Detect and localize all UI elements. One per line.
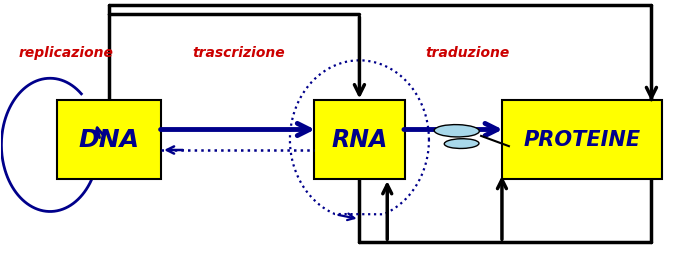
Text: trascrizione: trascrizione [193, 46, 285, 60]
Text: DNA: DNA [79, 128, 140, 152]
Text: replicazione: replicazione [19, 46, 114, 60]
Text: PROTEINE: PROTEINE [524, 130, 641, 150]
Text: RNA: RNA [332, 128, 387, 152]
Text: traduzione: traduzione [426, 46, 510, 60]
FancyBboxPatch shape [314, 100, 405, 179]
Ellipse shape [434, 125, 480, 137]
FancyBboxPatch shape [502, 100, 662, 179]
Ellipse shape [444, 139, 479, 148]
FancyBboxPatch shape [57, 100, 161, 179]
